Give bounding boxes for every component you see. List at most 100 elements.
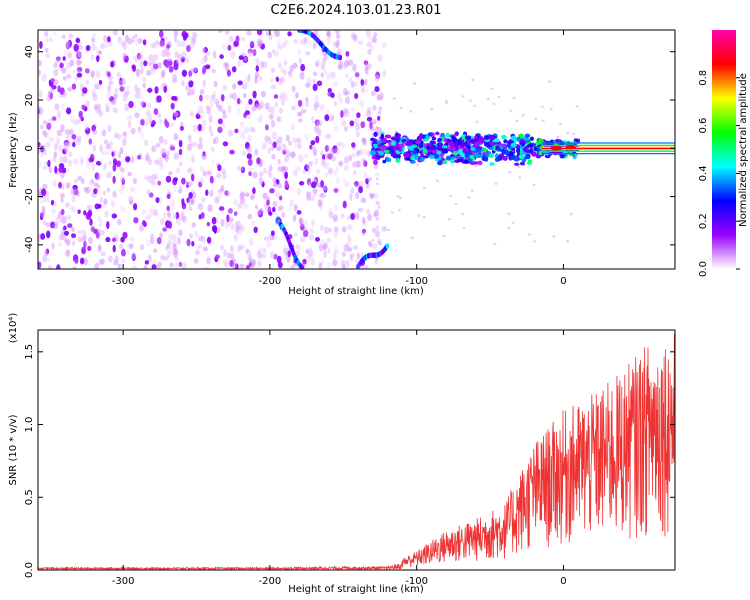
heatmap-cell — [249, 258, 253, 264]
heatmap-cell — [62, 148, 67, 155]
heatmap-cell — [354, 181, 359, 187]
heatmap-cell — [473, 138, 480, 142]
heatmap-cell — [350, 32, 356, 40]
heatmap-cell — [38, 59, 42, 67]
heatmap-cell — [120, 236, 125, 243]
heatmap-cell — [326, 36, 331, 43]
heatmap-cell — [376, 126, 383, 134]
heatmap-cell — [220, 218, 225, 227]
heatmap-cell — [257, 210, 264, 218]
heatmap-cell — [38, 233, 41, 242]
heatmap-cell — [187, 134, 192, 142]
heatmap-cell — [65, 238, 71, 246]
heatmap-cell — [247, 48, 253, 54]
heatmap-cell — [367, 177, 373, 182]
heatmap-cell — [202, 170, 207, 177]
heatmap-cell — [317, 128, 322, 137]
heatmap-cell — [48, 166, 52, 174]
heatmap-cell — [160, 71, 165, 79]
heatmap-cell — [366, 41, 372, 48]
heatmap-cell — [112, 190, 117, 198]
heatmap-cell — [190, 196, 196, 203]
heatmap-cell — [352, 81, 358, 87]
heatmap-cell — [270, 84, 276, 90]
heatmap-cell — [565, 144, 576, 150]
snr-series-line — [37, 333, 676, 571]
heatmap-cell — [222, 111, 227, 118]
heatmap-cell — [348, 154, 353, 162]
heatmap-cell — [201, 47, 206, 54]
heatmap-cell — [75, 58, 81, 67]
heatmap-cell — [186, 143, 193, 151]
heatmap-cell — [541, 119, 545, 123]
heatmap-cell — [326, 30, 331, 37]
heatmap-cell — [221, 168, 226, 174]
heatmap-cell — [166, 150, 170, 156]
heatmap-cell — [355, 123, 360, 132]
heatmap-cell — [350, 212, 355, 221]
heatmap-cell — [80, 178, 85, 185]
heatmap-cell — [66, 73, 72, 80]
heatmap-cell — [76, 135, 82, 143]
heatmap-cell — [189, 40, 195, 49]
heatmap-cell — [169, 262, 174, 268]
heatmap-cell — [242, 203, 249, 211]
heatmap-cell — [244, 103, 250, 110]
heatmap-cell — [44, 37, 49, 43]
heatmap-cell — [344, 181, 350, 188]
heatmap-cell — [190, 68, 194, 75]
heatmap-cell — [280, 75, 286, 84]
heatmap-cell — [143, 118, 149, 127]
heatmap-cell — [312, 148, 318, 157]
heatmap-cell — [215, 254, 220, 260]
heatmap-cell — [355, 191, 360, 200]
heatmap-cell — [90, 179, 95, 185]
heatmap-cell — [319, 49, 324, 56]
heatmap-cell — [313, 188, 317, 197]
heatmap-cell — [88, 236, 93, 244]
heatmap-cell — [305, 255, 312, 262]
heatmap-cell — [80, 157, 84, 166]
heatmap-cell — [341, 119, 347, 127]
heatmap-cell — [187, 198, 193, 207]
heatmap-cell — [469, 140, 476, 144]
heatmap-cell — [53, 222, 59, 229]
heatmap-ylabel: Frequency (Hz) — [8, 112, 19, 188]
heatmap-cell — [275, 76, 279, 82]
heatmap-cell — [38, 107, 44, 115]
heatmap-cell — [237, 59, 241, 67]
heatmap-cell — [281, 42, 287, 48]
heatmap-cell — [377, 206, 381, 209]
heatmap-cell — [119, 77, 123, 86]
heatmap-cell — [178, 148, 183, 156]
snr-multiplier: (x10⁴) — [8, 313, 19, 344]
heatmap-cell — [382, 70, 387, 77]
heatmap-cell — [103, 41, 109, 49]
heatmap-cell — [335, 41, 340, 49]
heatmap-cell — [352, 244, 358, 251]
heatmap-ytick-label: -40 — [24, 237, 35, 253]
heatmap-cell — [320, 238, 326, 245]
heatmap-cell — [117, 151, 122, 159]
heatmap-cell — [85, 44, 91, 52]
heatmap-cell — [106, 187, 111, 193]
heatmap-cell — [376, 93, 382, 101]
heatmap-cell — [69, 206, 73, 211]
heatmap-cell — [272, 141, 277, 149]
heatmap-cell — [302, 37, 307, 46]
heatmap-cell — [176, 39, 181, 48]
heatmap-cell — [240, 36, 246, 42]
heatmap-cell — [254, 71, 260, 79]
heatmap-cell — [178, 186, 183, 193]
heatmap-cell — [121, 177, 125, 185]
heatmap-cell — [473, 161, 479, 165]
heatmap-cell — [246, 153, 252, 160]
heatmap-cell — [338, 54, 343, 61]
heatmap-cell — [506, 144, 512, 148]
heatmap-cell — [325, 108, 330, 115]
heatmap-cell — [102, 190, 107, 196]
heatmap-cell — [235, 226, 240, 234]
heatmap-cell — [283, 60, 288, 66]
heatmap-cell — [255, 103, 259, 111]
heatmap-cell — [232, 83, 237, 90]
